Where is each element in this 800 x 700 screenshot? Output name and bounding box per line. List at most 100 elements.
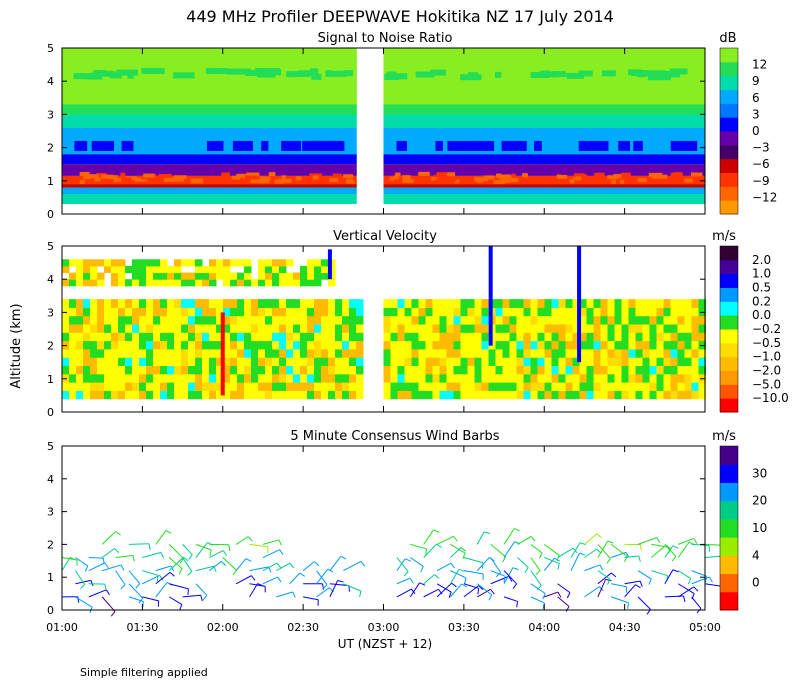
vv-cell — [314, 340, 322, 350]
vv-cell — [83, 348, 91, 358]
vv-cell — [76, 279, 84, 287]
snr-blob — [79, 171, 87, 176]
vv-cell — [537, 348, 545, 358]
vv-cell — [446, 357, 454, 367]
vv-cell — [460, 307, 468, 317]
wind-barb — [557, 563, 560, 570]
vv-cell — [258, 299, 266, 308]
vv-cell — [146, 307, 154, 317]
vv-cell — [83, 272, 91, 280]
vv-cell — [642, 299, 650, 308]
snr-blob — [245, 70, 263, 77]
vv-cell — [467, 340, 475, 350]
vv-cell — [495, 340, 503, 350]
vv-cell — [76, 272, 84, 280]
snr-blob — [121, 140, 134, 151]
wind-barb — [188, 554, 193, 560]
vv-cell — [677, 340, 685, 350]
snr-blob — [205, 68, 217, 75]
vv-cell — [321, 365, 329, 375]
vv-cell — [649, 332, 657, 342]
vv-cell — [390, 324, 398, 333]
vv-cell — [181, 390, 189, 400]
vv-cell — [593, 299, 601, 308]
vv-cell — [244, 340, 252, 350]
vv-cell — [488, 348, 496, 358]
vv-cell — [195, 348, 203, 358]
vv-cell — [607, 340, 615, 350]
wind-barb — [209, 561, 222, 572]
vv-cell — [111, 390, 119, 400]
vv-cell — [195, 357, 203, 367]
vv-cell — [663, 332, 671, 342]
vv-cell — [286, 348, 294, 358]
vv-cell — [223, 272, 231, 280]
vv-cell — [495, 307, 503, 317]
vv-cell — [502, 390, 510, 400]
vv-cell — [628, 365, 636, 375]
vv-cell — [237, 315, 245, 325]
vv-cell — [600, 348, 608, 358]
vv-cell — [223, 365, 231, 375]
vv-cell — [418, 332, 426, 342]
vv-cell — [474, 348, 482, 358]
wind-barb — [635, 584, 641, 589]
wind-barb — [278, 539, 282, 546]
vv-cell — [495, 382, 503, 391]
vv-cell — [453, 390, 461, 400]
vv-cell — [104, 365, 112, 375]
snr-blob — [575, 176, 582, 181]
vv-cell — [90, 390, 98, 400]
snr-blob — [325, 70, 347, 77]
y-tick-label: 2 — [47, 340, 54, 353]
vv-cell — [272, 265, 280, 274]
vv-cell — [265, 307, 273, 317]
vv-cell — [167, 332, 175, 342]
vv-cell — [258, 382, 266, 391]
wind-barb — [672, 545, 679, 549]
wind-barb — [516, 601, 519, 608]
vv-cell — [132, 365, 140, 375]
vv-cell — [69, 365, 77, 375]
vv-cell — [216, 373, 224, 383]
vv-cell — [502, 348, 510, 358]
vv-cell — [314, 299, 322, 308]
vv-cell — [69, 390, 77, 400]
wind-barb — [651, 544, 667, 558]
wind-barb — [155, 582, 168, 598]
colorbar-label: 0.0 — [752, 308, 771, 322]
colorbar-swatch — [720, 315, 738, 330]
wind-barb — [195, 565, 214, 572]
vv-cell — [453, 299, 461, 308]
vv-cell — [628, 340, 636, 350]
vv-cell — [83, 365, 91, 375]
wind-barb — [436, 582, 452, 598]
vv-cell — [418, 299, 426, 308]
vv-cell — [383, 382, 391, 391]
colorbar-swatch — [720, 117, 738, 132]
vv-cell — [181, 307, 189, 317]
vv-cell — [349, 299, 357, 308]
vv-cell — [607, 299, 615, 308]
wind-barb — [543, 543, 560, 556]
vv-cell — [418, 315, 426, 325]
vv-cell — [586, 382, 594, 391]
vv-cell — [614, 307, 622, 317]
vv-cell — [223, 348, 231, 358]
vv-cell — [321, 265, 329, 274]
vv-cell — [118, 332, 126, 342]
vv-cell — [160, 272, 168, 280]
vv-cell — [97, 365, 105, 375]
x-tick-label: 03:30 — [448, 621, 480, 634]
vv-cell — [607, 348, 615, 358]
colorbar-label: 4 — [752, 548, 760, 562]
vv-cell — [139, 373, 147, 383]
snr-band — [383, 114, 705, 128]
vv-cell — [76, 357, 84, 367]
wind-barb — [490, 589, 495, 595]
vv-cell — [216, 390, 224, 400]
vv-cell — [502, 365, 510, 375]
vv-cell — [551, 390, 559, 400]
wind-barb — [530, 557, 541, 571]
vv-cell — [146, 357, 154, 367]
